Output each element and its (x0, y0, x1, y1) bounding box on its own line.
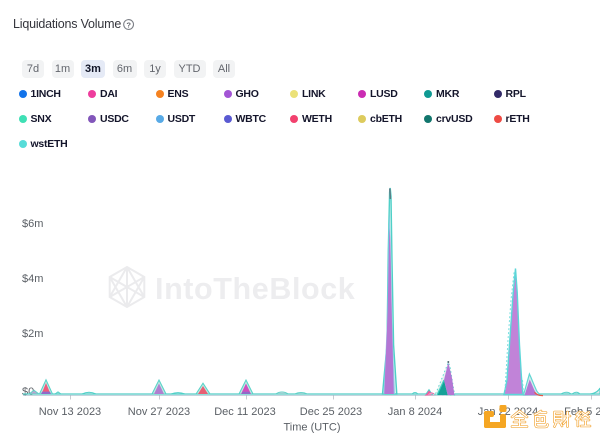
svg-text:Jan 8 2024: Jan 8 2024 (388, 406, 442, 418)
svg-text:$2m: $2m (22, 328, 43, 340)
svg-text:IntoTheBlock: IntoTheBlock (155, 272, 355, 306)
svg-text:Nov 27 2023: Nov 27 2023 (128, 406, 190, 418)
svg-text:?: ? (126, 20, 131, 29)
svg-text:$6m: $6m (22, 218, 43, 230)
svg-text:Dec 25 2023: Dec 25 2023 (300, 406, 362, 418)
svg-text:$4m: $4m (22, 273, 43, 285)
svg-text:Time (UTC): Time (UTC) (283, 422, 340, 434)
svg-text:Nov 13 2023: Nov 13 2023 (39, 406, 101, 418)
svg-text:Dec 11 2023: Dec 11 2023 (214, 406, 276, 418)
